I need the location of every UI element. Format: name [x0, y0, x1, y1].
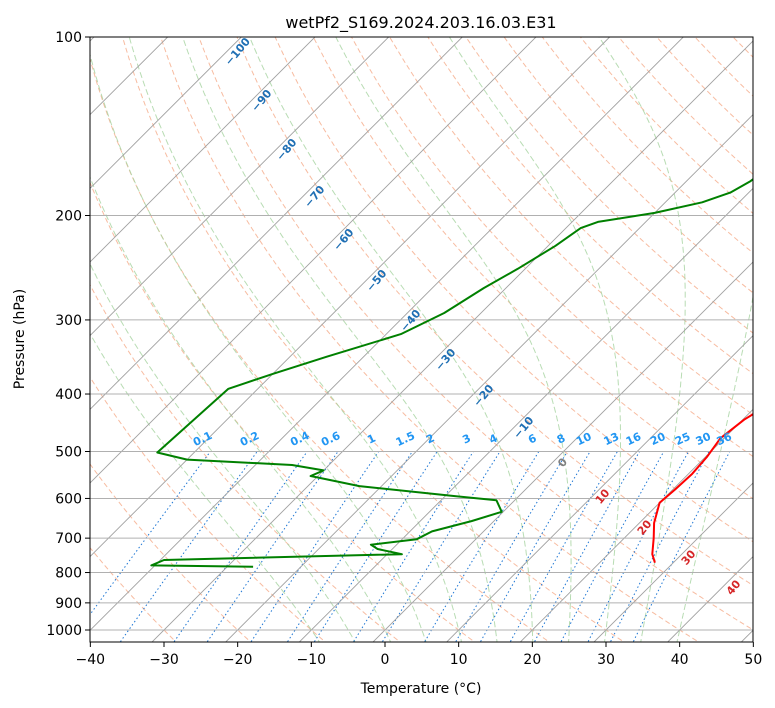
mixing-ratio-line: [250, 451, 380, 642]
skewed-isotherm: [372, 261, 753, 642]
x-tick-label: 10: [450, 652, 468, 668]
skewed-isotherm: [593, 482, 753, 642]
skewed-isotherm: [90, 37, 242, 189]
mixing-ratio-line: [560, 451, 665, 642]
dry-adiabat: [465, 37, 753, 334]
mixing-ratio-line: [313, 451, 438, 642]
mixing-ratio-label: 10: [574, 430, 594, 448]
y-tick-label: 1000: [46, 623, 82, 639]
dry-adiabat: [90, 463, 252, 642]
x-tick-label: 0: [381, 652, 390, 668]
background-lines: [90, 37, 775, 645]
y-tick-label: 200: [55, 209, 82, 225]
y-tick-label: 300: [55, 313, 82, 329]
skewed-isotherm: [90, 37, 316, 263]
mixing-ratio-line: [455, 451, 568, 642]
skewed-isotherm: [90, 37, 463, 410]
mixing-ratio-line: [381, 451, 501, 642]
y-tick-label: 600: [55, 491, 82, 507]
y-tick-label: 700: [55, 531, 82, 547]
skewed-isotherm: [90, 37, 684, 631]
x-axis-label: Temperature (°C): [360, 681, 482, 697]
skewed-isotherm: [90, 37, 390, 337]
x-tick-label: 30: [597, 652, 615, 668]
x-tick-label: 50: [744, 652, 762, 668]
moist-adiabat: [335, 37, 572, 642]
skewed-isotherm: [151, 40, 753, 642]
moist-adiabat: [90, 262, 356, 642]
moist-adiabat: [249, 37, 534, 642]
dry-adiabat: [427, 37, 753, 375]
skewed-isotherm: [225, 114, 753, 642]
mixing-ratio-line: [206, 451, 339, 642]
x-tick-label: −30: [149, 652, 179, 668]
mixing-ratio-label: 36: [715, 430, 735, 448]
moist-adiabat: [90, 175, 392, 642]
mixing-ratio-label: 13: [602, 430, 621, 448]
mixing-ratio-line: [286, 451, 413, 642]
x-tick-label: −10: [297, 652, 327, 668]
dry-adiabat: [351, 37, 753, 458]
x-tick-label: 20: [523, 652, 541, 668]
temperature-profile-line: [651, 413, 753, 563]
y-axis-label: Pressure (hPa): [12, 289, 28, 389]
mixing-ratio-line: [479, 451, 591, 642]
y-tick-label: 100: [55, 30, 82, 46]
skewed-isotherm: [519, 408, 753, 642]
profile-lines: [150, 177, 753, 568]
dewpoint-profile-line: [150, 177, 753, 568]
mixing-ratio-label: 16: [624, 430, 644, 448]
x-tick-label: −40: [76, 652, 106, 668]
skewed-isotherm: [90, 37, 537, 484]
y-tick-label: 800: [55, 566, 82, 582]
x-tick-label: 40: [671, 652, 689, 668]
dry-adiabat: [90, 376, 327, 642]
dry-adiabat: [771, 37, 775, 645]
y-tick-label: 500: [55, 444, 82, 460]
plot-background: [90, 37, 753, 642]
mixing-ratio-label: 25: [673, 430, 692, 448]
y-tick-label: 900: [55, 596, 82, 612]
axis-ticks: −40 −30 −20 −10 0 10 20 30 40 50 100 200 300 400 500 60…: [46, 30, 762, 668]
y-tick-label: 400: [55, 387, 82, 403]
dry-adiabat: [312, 37, 753, 500]
mixing-ratio-line: [90, 451, 211, 616]
dry-adiabat: [274, 37, 753, 543]
dry-adiabat: [90, 181, 476, 642]
x-tick-label: −20: [223, 652, 253, 668]
mixing-ratio-line: [609, 451, 710, 642]
moist-adiabat: [128, 37, 462, 642]
mixing-ratio-label: 30: [694, 430, 714, 448]
moist-adiabat: [598, 37, 686, 642]
mixing-ratio-line: [587, 451, 689, 642]
moist-adiabat: [90, 52, 427, 642]
plot-frame: [89, 36, 754, 643]
mixing-ratio-label: 20: [648, 430, 668, 448]
moist-adiabat: [448, 37, 621, 642]
skewed-isotherm: [446, 335, 753, 642]
chart-title: wetPf2_S169.2024.203.16.03.E31: [285, 13, 556, 33]
skewed-isotherm: [90, 37, 611, 558]
